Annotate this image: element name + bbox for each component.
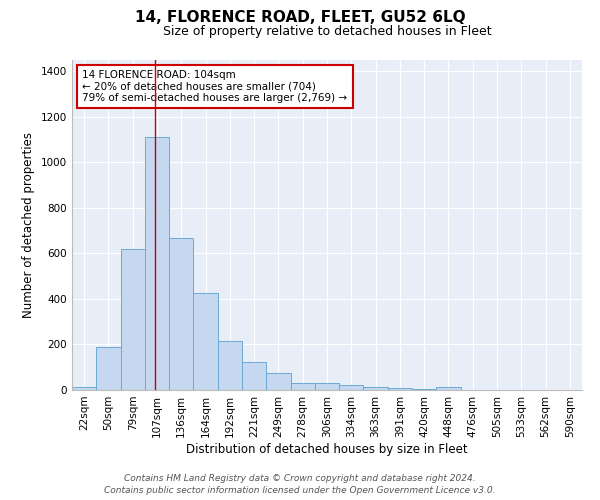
Bar xyxy=(193,294,218,390)
Text: 14, FLORENCE ROAD, FLEET, GU52 6LQ: 14, FLORENCE ROAD, FLEET, GU52 6LQ xyxy=(134,10,466,25)
Bar xyxy=(242,362,266,390)
Bar xyxy=(339,386,364,390)
Y-axis label: Number of detached properties: Number of detached properties xyxy=(22,132,35,318)
Bar xyxy=(436,388,461,390)
Bar xyxy=(169,238,193,390)
Bar xyxy=(121,249,145,390)
X-axis label: Distribution of detached houses by size in Fleet: Distribution of detached houses by size … xyxy=(186,442,468,456)
Bar xyxy=(388,388,412,390)
Title: Size of property relative to detached houses in Fleet: Size of property relative to detached ho… xyxy=(163,25,491,38)
Bar xyxy=(315,382,339,390)
Bar xyxy=(96,347,121,390)
Text: 14 FLORENCE ROAD: 104sqm
← 20% of detached houses are smaller (704)
79% of semi-: 14 FLORENCE ROAD: 104sqm ← 20% of detach… xyxy=(82,70,347,103)
Bar xyxy=(145,138,169,390)
Bar xyxy=(218,341,242,390)
Bar xyxy=(290,382,315,390)
Text: Contains HM Land Registry data © Crown copyright and database right 2024.
Contai: Contains HM Land Registry data © Crown c… xyxy=(104,474,496,495)
Bar xyxy=(364,387,388,390)
Bar xyxy=(266,373,290,390)
Bar xyxy=(72,386,96,390)
